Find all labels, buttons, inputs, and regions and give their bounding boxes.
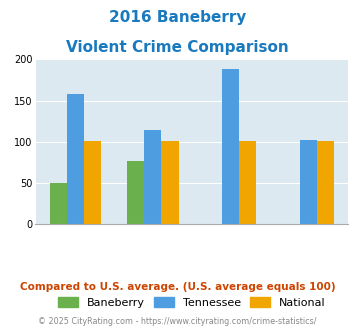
Bar	[300, 140, 317, 224]
Bar	[144, 129, 162, 224]
Legend: Baneberry, Tennessee, National: Baneberry, Tennessee, National	[54, 293, 330, 312]
Bar	[127, 161, 144, 224]
Text: 2016 Baneberry: 2016 Baneberry	[109, 10, 246, 25]
Text: Violent Crime Comparison: Violent Crime Comparison	[66, 40, 289, 54]
Bar	[317, 141, 334, 224]
Bar	[162, 141, 179, 224]
Bar	[84, 141, 101, 224]
Bar	[239, 141, 256, 224]
Text: © 2025 CityRating.com - https://www.cityrating.com/crime-statistics/: © 2025 CityRating.com - https://www.city…	[38, 317, 317, 326]
Bar	[67, 94, 84, 224]
Text: Compared to U.S. average. (U.S. average equals 100): Compared to U.S. average. (U.S. average …	[20, 282, 335, 292]
Bar	[50, 183, 67, 224]
Bar	[222, 69, 239, 224]
